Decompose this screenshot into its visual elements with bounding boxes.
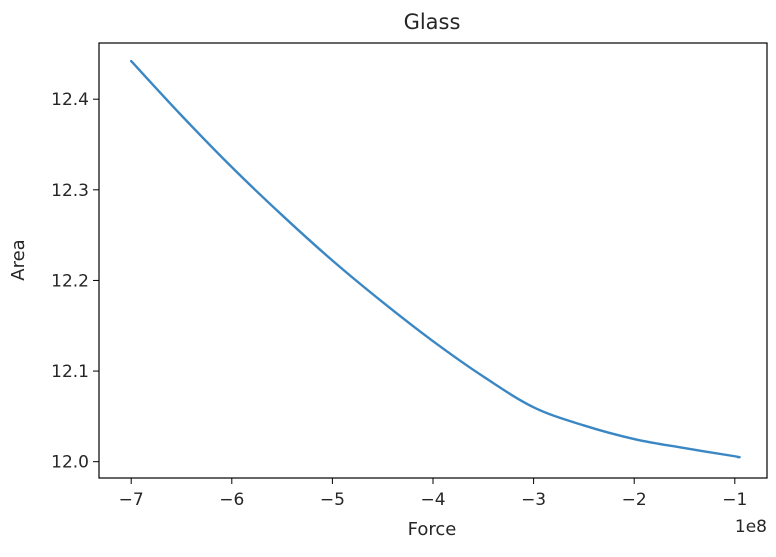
x-axis-offset-label: 1e8: [735, 517, 767, 537]
y-tick-label: 12.1: [51, 362, 89, 382]
series-line: [129, 59, 741, 459]
x-tick-label: −7: [119, 490, 144, 510]
y-axis: 12.0 12.1 12.2 12.3 12.4: [51, 90, 99, 473]
y-tick-label: 12.2: [51, 271, 89, 291]
x-tick-label: −5: [320, 490, 345, 510]
chart-title: Glass: [404, 10, 461, 34]
y-tick-label: 12.4: [51, 90, 89, 110]
y-tick-label: 12.3: [51, 181, 89, 201]
x-tick-label: −1: [722, 490, 747, 510]
plot-area-frame: [98, 42, 768, 479]
x-tick-label: −3: [521, 490, 546, 510]
series-layer: [129, 59, 741, 459]
x-tick-label: −2: [622, 490, 647, 510]
x-tick-label: −6: [219, 490, 244, 510]
x-tick-label: −4: [420, 490, 445, 510]
x-axis: −7 −6 −5 −4 −3 −2 −1: [119, 478, 747, 510]
y-axis-title: Area: [8, 239, 29, 280]
x-axis-title: Force: [408, 519, 457, 540]
y-tick-label: 12.0: [51, 453, 89, 473]
